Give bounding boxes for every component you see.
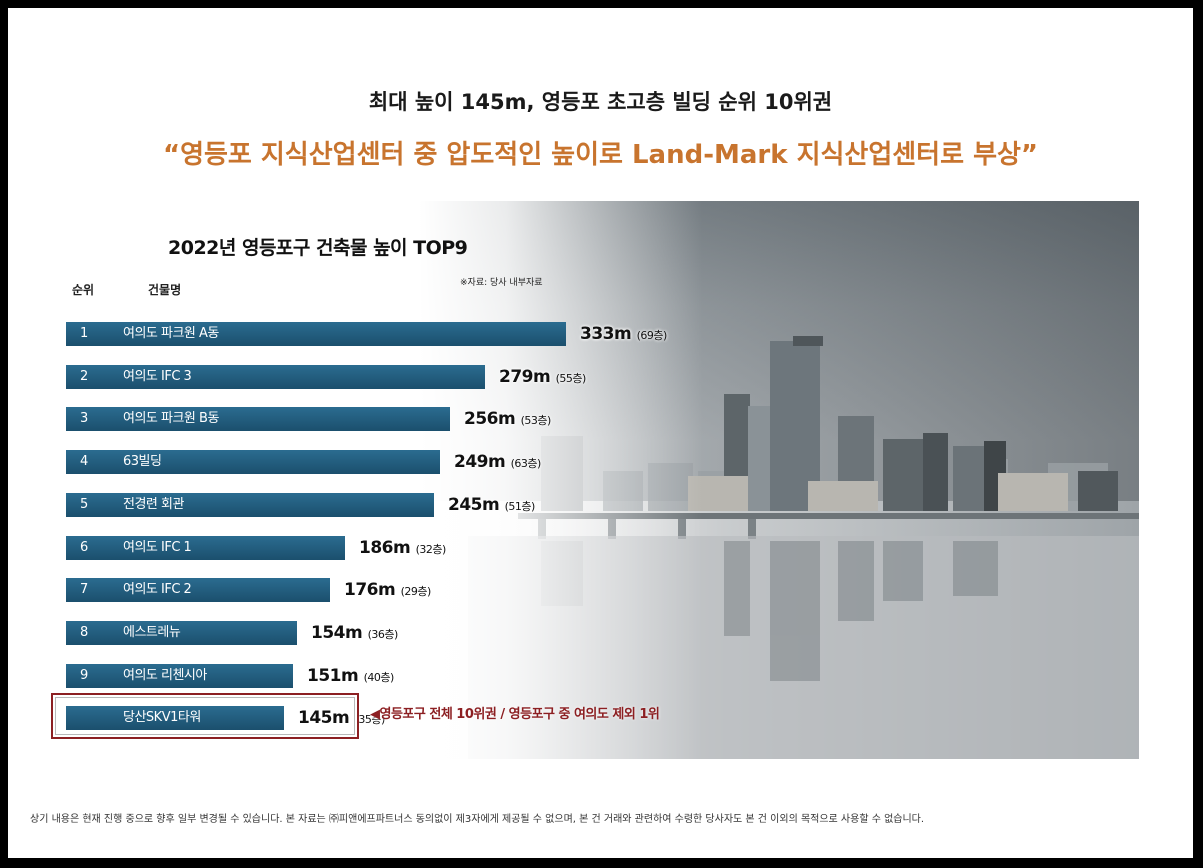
bar-name-label: 전경련 회관 — [123, 497, 184, 512]
bar-name-label: 당산SKV1타워 — [123, 710, 201, 725]
bar-2 — [66, 365, 485, 389]
bar-floors-label: (29층) — [400, 585, 432, 598]
bar-name-label: 여의도 리첸시아 — [123, 668, 207, 683]
bar-rank-label: 9 — [80, 668, 89, 683]
bar-value-label: 154m (36층) — [311, 623, 399, 643]
bar-floors-label: (32층) — [415, 543, 447, 556]
bar-floors-label: (35층) — [354, 713, 386, 726]
bar-5 — [66, 493, 434, 517]
page: 최대 높이 145m, 영등포 초고층 빌딩 순위 10위권 “영등포 지식산업… — [8, 8, 1193, 858]
bar-6 — [66, 536, 345, 560]
chart-title: 2022년 영등포구 건축물 높이 TOP9 — [168, 237, 468, 259]
headline: 최대 높이 145m, 영등포 초고층 빌딩 순위 10위권 — [368, 90, 833, 114]
bar-rank-label: 7 — [80, 582, 89, 597]
bar-rank-label: 2 — [80, 369, 89, 384]
source-note: ※자료: 당사 내부자료 — [460, 278, 543, 288]
chart-panel: 2022년 영등포구 건축물 높이 TOP9 순위 건물명 ※자료: 당사 내부… — [48, 201, 1139, 759]
bar-floors-label: (36층) — [367, 628, 399, 641]
highlight-note: ◀영등포구 전체 10위권 / 영등포구 중 여의도 제외 1위 — [370, 707, 660, 722]
bar-value-label: 256m (53층) — [464, 409, 552, 429]
bar-9 — [66, 664, 293, 688]
bar-floors-label: (40층) — [363, 671, 395, 684]
bar-name-label: 여의도 IFC 3 — [123, 369, 192, 384]
bar-1 — [66, 322, 566, 346]
bar-highlight — [66, 706, 284, 730]
tagline: “영등포 지식산업센터 중 압도적인 높이로 Land-Mark 지식산업센터로… — [162, 140, 1038, 170]
bar-rank-label: 5 — [80, 497, 89, 512]
bar-value-label: 151m (40층) — [307, 666, 395, 686]
bar-7 — [66, 578, 330, 602]
bar-name-label: 63빌딩 — [123, 454, 162, 469]
bar-value-label: 245m (51층) — [448, 495, 536, 515]
bar-value-label: 186m (32층) — [359, 538, 447, 558]
bar-floors-label: (55층) — [555, 372, 587, 385]
bar-value-label: 279m (55층) — [499, 367, 587, 387]
disclaimer: 상기 내용은 현재 진행 중으로 향후 일부 변경될 수 있습니다. 본 자료는… — [30, 814, 925, 825]
bar-floors-label: (69층) — [636, 329, 668, 342]
bar-4 — [66, 450, 440, 474]
bar-floors-label: (53층) — [520, 414, 552, 427]
bar-value-label: 176m (29층) — [344, 580, 432, 600]
bar-rank-label: 4 — [80, 454, 89, 469]
bar-value-label: 333m (69층) — [580, 324, 668, 344]
bar-rank-label: 8 — [80, 625, 89, 640]
bar-name-label: 여의도 파크원 A동 — [123, 326, 219, 341]
bar-value-label: 249m (63층) — [454, 452, 542, 472]
bar-name-label: 에스트레뉴 — [123, 625, 181, 640]
bar-name-label: 여의도 IFC 2 — [123, 582, 192, 597]
bar-rank-label: 1 — [80, 326, 89, 341]
bar-floors-label: (63층) — [510, 457, 542, 470]
bar-8 — [66, 621, 297, 645]
bar-floors-label: (51층) — [504, 500, 536, 513]
name-column-header: 건물명 — [148, 283, 182, 297]
rank-column-header: 순위 — [72, 283, 95, 297]
bar-name-label: 여의도 IFC 1 — [123, 540, 192, 555]
bar-3 — [66, 407, 450, 431]
bar-rank-label: 6 — [80, 540, 89, 555]
bar-name-label: 여의도 파크원 B동 — [123, 411, 219, 426]
highlight-frame — [51, 693, 359, 739]
bar-value-label: 145m (35층) — [298, 708, 386, 728]
bar-rank-label: 3 — [80, 411, 89, 426]
